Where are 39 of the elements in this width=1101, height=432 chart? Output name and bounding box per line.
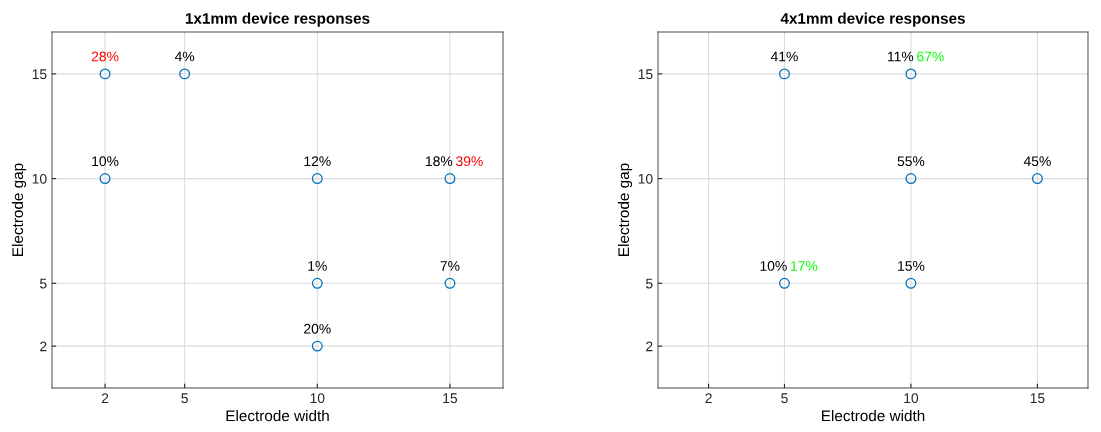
y-tick-label: 2 bbox=[646, 341, 653, 352]
y-tick-label: 15 bbox=[32, 69, 47, 80]
annotation: 4% bbox=[174, 51, 195, 62]
annotation: 11% bbox=[888, 51, 914, 62]
annotation: 12% bbox=[304, 156, 331, 167]
x-axis-title: Electrode width bbox=[822, 409, 925, 422]
annotation: 7% bbox=[440, 261, 460, 271]
annotation: 45% bbox=[1023, 156, 1051, 167]
annotation: 15% bbox=[898, 261, 925, 271]
series-label: 39% bbox=[456, 156, 483, 167]
y-tick-label: 5 bbox=[39, 278, 47, 289]
series-label: 28% bbox=[91, 51, 119, 62]
x-tick-label: 5 bbox=[181, 393, 188, 404]
y-tick-label: 5 bbox=[645, 278, 653, 289]
series-label: 67% bbox=[917, 51, 944, 62]
annotation: 41% bbox=[770, 51, 798, 62]
x-tick-label: 10 bbox=[310, 393, 325, 404]
x-tick-label: 5 bbox=[781, 393, 788, 404]
y-tick-label: 2 bbox=[40, 341, 47, 352]
annotation: 10% bbox=[760, 260, 787, 271]
annotation: 10% bbox=[92, 156, 119, 167]
x-tick-label: 2 bbox=[101, 393, 109, 403]
y-axis-title: Electrode gap bbox=[11, 163, 27, 256]
x-tick-label: 10 bbox=[904, 393, 919, 404]
x-axis-title: Electrode width bbox=[226, 409, 329, 422]
x-tick-label: 15 bbox=[1030, 393, 1045, 404]
y-tick-label: 10 bbox=[638, 173, 653, 184]
series-label: 17% bbox=[791, 261, 818, 271]
x-tick-label: 15 bbox=[443, 393, 458, 404]
y-tick-label: 15 bbox=[638, 69, 653, 80]
chart-title: 4x1mm device responses bbox=[780, 12, 965, 27]
annotation: 18% bbox=[425, 156, 453, 167]
chart-title: 1x1mm device responses bbox=[185, 12, 370, 27]
annotation: 1% bbox=[308, 261, 327, 271]
y-axis-title: Electrode gap bbox=[617, 163, 633, 256]
y-tick-label: 10 bbox=[32, 173, 47, 184]
annotation: 55% bbox=[897, 156, 925, 167]
annotation: 20% bbox=[304, 323, 331, 334]
x-tick-label: 2 bbox=[705, 393, 712, 403]
